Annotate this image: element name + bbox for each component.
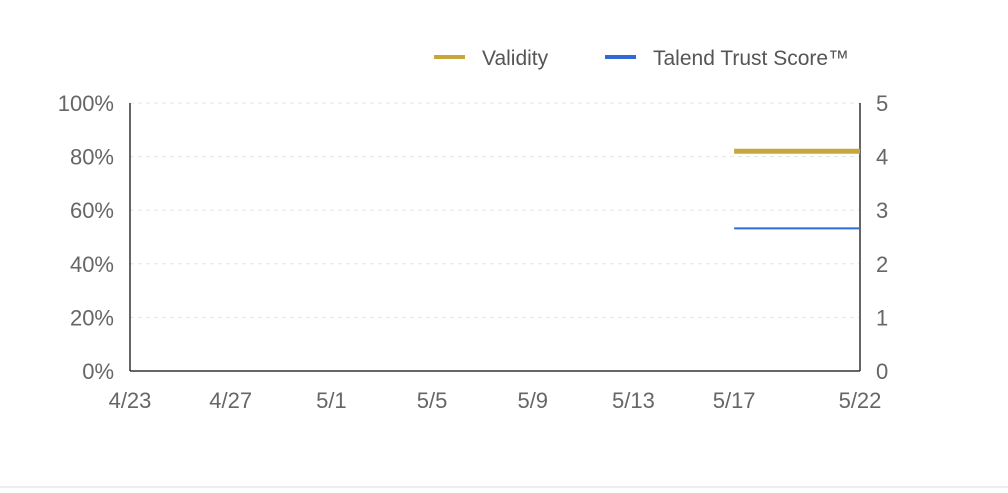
x-tick-label: 5/22 bbox=[839, 388, 882, 413]
legend-label-validity: Validity bbox=[482, 47, 549, 70]
y-right-tick-label: 1 bbox=[876, 305, 888, 330]
y-left-tick-label: 60% bbox=[70, 198, 114, 223]
y-left-tick-label: 20% bbox=[70, 305, 114, 330]
gridlines bbox=[130, 102, 860, 318]
x-tick-label: 5/1 bbox=[316, 388, 347, 413]
x-tick-label: 4/23 bbox=[109, 388, 152, 413]
series bbox=[734, 148, 860, 230]
tick-labels: 0% 20% 40% 60% 80% 100% 0 1 2 3 4 5 4/23 4/27 5/1 5/5 5/… bbox=[58, 91, 889, 413]
y-left-tick-label: 40% bbox=[70, 252, 114, 277]
axes bbox=[129, 103, 861, 372]
y-right-tick-label: 2 bbox=[876, 252, 888, 277]
y-left-tick-label: 80% bbox=[70, 145, 114, 170]
y-left-tick-label: 0% bbox=[82, 359, 114, 384]
bottom-divider bbox=[0, 486, 1008, 488]
y-right-tick-label: 5 bbox=[876, 91, 888, 116]
x-tick-label: 5/17 bbox=[713, 388, 756, 413]
y-right-tick-label: 4 bbox=[876, 145, 888, 170]
y-right-tick-label: 0 bbox=[876, 359, 888, 384]
y-right-tick-label: 3 bbox=[876, 198, 888, 223]
x-tick-label: 5/9 bbox=[517, 388, 548, 413]
legend: Validity Talend Trust Score™ bbox=[434, 47, 849, 70]
x-tick-label: 5/13 bbox=[612, 388, 655, 413]
x-tick-label: 5/5 bbox=[417, 388, 448, 413]
legend-label-trust-score: Talend Trust Score™ bbox=[653, 47, 849, 70]
y-left-tick-label: 100% bbox=[58, 91, 114, 116]
x-tick-label: 4/27 bbox=[209, 388, 252, 413]
